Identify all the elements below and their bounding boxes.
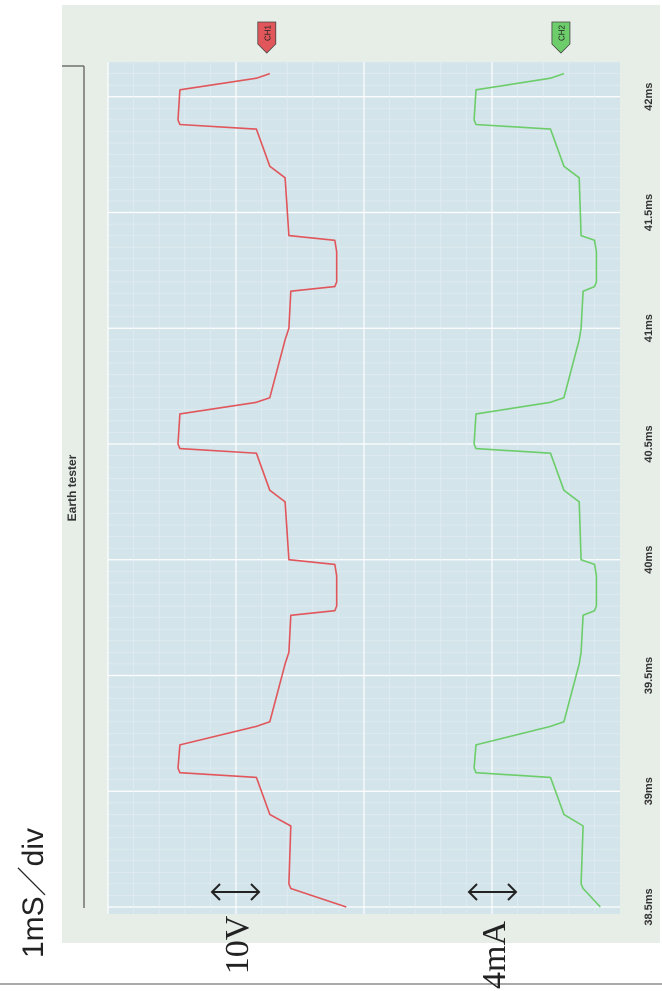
chart-title: Earth tester xyxy=(65,454,79,521)
channel-marker-ch2: CH2 xyxy=(551,21,571,54)
x-tick-label: 39.5ms xyxy=(643,657,655,694)
ch1-scale-label: 10V xyxy=(219,915,256,974)
grid xyxy=(107,61,620,914)
x-tick-label: 41ms xyxy=(643,314,655,342)
x-axis-ticks: 38.5ms 39ms 39.5ms 40ms 40.5ms 41ms 41.5ms 42ms xyxy=(643,83,655,926)
ch2-scale-arrow xyxy=(467,883,518,901)
x-tick-label: 42ms xyxy=(643,83,655,111)
x-tick-label: 40.5ms xyxy=(643,425,655,462)
traces xyxy=(177,72,601,908)
ch1-scale-arrow xyxy=(210,883,261,901)
channel-marker-shape xyxy=(257,21,277,54)
channel-marker-shape xyxy=(551,21,571,54)
x-tick-label: 39ms xyxy=(643,777,655,805)
channel-marker-ch1: CH1 xyxy=(257,21,277,54)
ch2-scale-label: 4mA xyxy=(476,921,513,989)
x-tick-label: 40ms xyxy=(643,546,655,574)
channel-marker-label: CH2 xyxy=(557,24,566,41)
series-line-ch2 xyxy=(473,72,601,908)
channel-markers: CH1 CH2 xyxy=(257,21,571,54)
series-line-ch1 xyxy=(177,72,347,908)
x-tick-label: 41.5ms xyxy=(643,194,655,231)
timebase-label: 1mS／div xyxy=(17,828,50,958)
channel-marker-label: CH1 xyxy=(263,24,272,41)
x-tick-label: 38.5ms xyxy=(643,888,655,925)
